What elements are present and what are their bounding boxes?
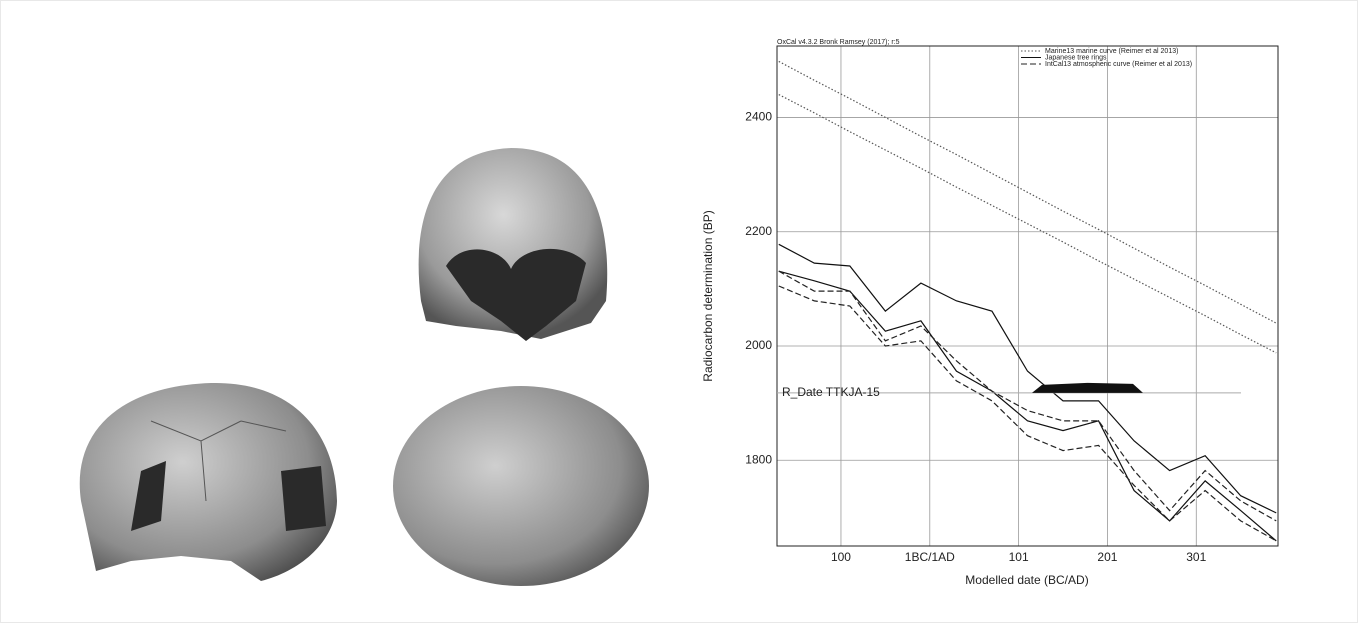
chart: OxCal v4.3.2 Bronk Ramsey (2017); r:5 Mo… xyxy=(701,1,1358,623)
y-axis-label: Radiocarbon determination (BP) xyxy=(701,210,715,381)
curve-line xyxy=(779,61,1276,323)
x-tick-label: 100 xyxy=(831,550,851,564)
skull-lateral xyxy=(80,383,337,581)
figure: OxCal v4.3.2 Bronk Ramsey (2017); r:5 Mo… xyxy=(0,0,1358,623)
date-distribution xyxy=(1032,383,1143,393)
annotation-label: R_Date TTKJA-15 xyxy=(782,385,880,399)
y-tick-label: 2200 xyxy=(745,224,772,238)
skull-photos xyxy=(1,1,701,623)
legend-label: IntCal13 atmospheric curve (Reimer et al… xyxy=(1045,61,1192,68)
x-tick-label: 101 xyxy=(1009,550,1029,564)
y-tick-label: 1800 xyxy=(745,452,772,466)
y-tick-label: 2400 xyxy=(745,110,772,124)
curve-line xyxy=(779,286,1276,541)
x-tick-label: 301 xyxy=(1186,550,1206,564)
curve-line xyxy=(779,95,1276,353)
x-axis-label: Modelled date (BC/AD) xyxy=(965,573,1088,587)
curve-line xyxy=(779,244,1276,513)
curve-line xyxy=(779,271,1276,541)
skull-top xyxy=(393,386,649,586)
y-tick-label: 2000 xyxy=(745,338,772,352)
plot-frame xyxy=(777,46,1278,546)
skull-front xyxy=(419,148,608,341)
chart-header: OxCal v4.3.2 Bronk Ramsey (2017); r:5 xyxy=(777,39,900,46)
x-tick-label: 201 xyxy=(1097,550,1117,564)
x-tick-label: 1BC/1AD xyxy=(905,550,955,564)
